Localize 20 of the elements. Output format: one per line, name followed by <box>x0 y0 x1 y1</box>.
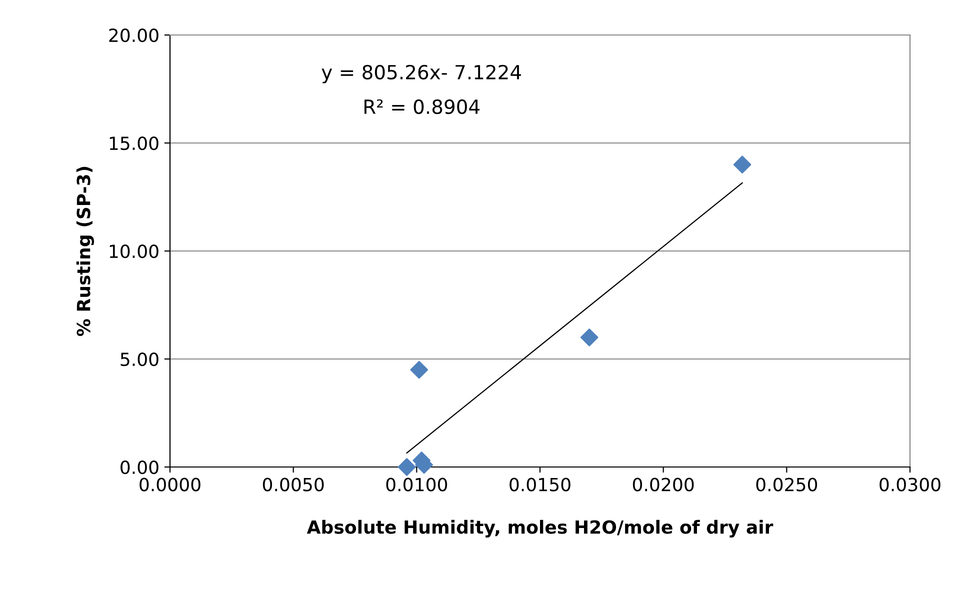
x-tick-label: 0.0200 <box>632 478 694 492</box>
x-tick-label: 0.0050 <box>262 478 324 492</box>
point <box>733 156 752 174</box>
y-tick-label: 20.00 <box>109 28 158 42</box>
x-tick-label: 0.0000 <box>140 478 200 492</box>
point <box>410 360 428 379</box>
y-axis-title: % Rusting (SP-3) <box>76 166 94 336</box>
point <box>580 328 598 346</box>
x-tick-label: 0.0100 <box>386 478 448 492</box>
x-tick-label: 0.0300 <box>880 478 940 492</box>
y-tick-label: 10.00 <box>110 244 158 258</box>
x-axis-title: Absolute Humidity, moles H2O/mole of dry air <box>306 520 774 538</box>
y-tick-label: 5.00 <box>120 352 158 366</box>
x-tick-label: 0.0250 <box>756 478 818 492</box>
y-tick-label: 15.00 <box>110 136 158 150</box>
y-tick-label: 0.00 <box>120 460 158 474</box>
x-tick-label: 0.0150 <box>510 478 570 492</box>
point <box>398 458 416 476</box>
annotation: R² = 0.8904 <box>364 99 480 114</box>
annotation: y = 805.26x- 7.1224 <box>322 64 521 84</box>
